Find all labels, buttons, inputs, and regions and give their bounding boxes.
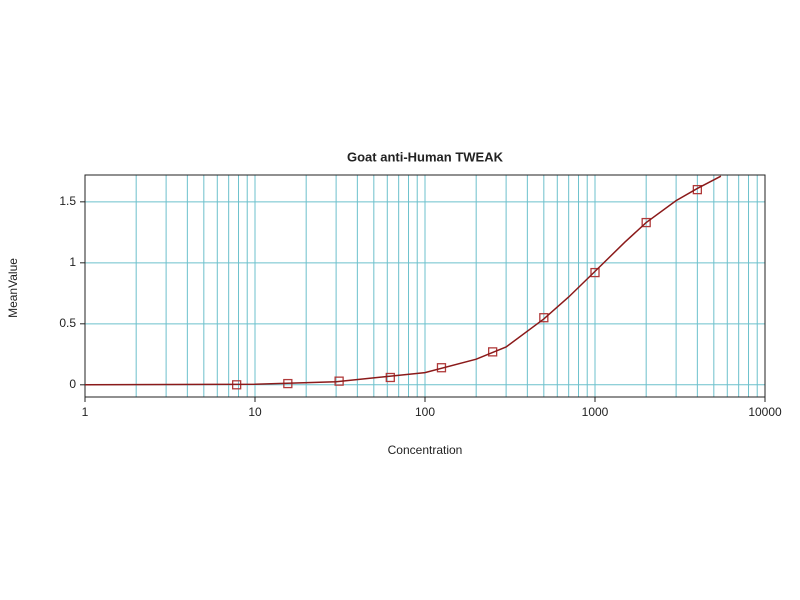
x-tick-label: 10000 [748, 405, 782, 419]
x-tick-label: 1000 [582, 405, 609, 419]
y-tick-label: 1 [69, 255, 76, 269]
y-axis-label: MeanValue [6, 258, 20, 318]
x-tick-label: 100 [415, 405, 435, 419]
fit-line [84, 175, 722, 386]
data-point [641, 217, 651, 228]
y-tick-label: 1.5 [59, 194, 76, 208]
data-point [590, 267, 600, 278]
chart-title: Goat anti-Human TWEAK [347, 149, 504, 164]
plot-frame [84, 174, 766, 398]
x-tick-label: 10 [248, 405, 262, 419]
y-tick-label: 0.5 [59, 316, 76, 330]
x-axis-label: Concentration [388, 443, 463, 457]
data-point [539, 313, 549, 323]
data-point [692, 184, 703, 195]
y-tick-label: 0 [69, 377, 76, 391]
x-tick-label: 1 [82, 405, 89, 419]
data-point [385, 372, 395, 383]
data-point [487, 347, 498, 357]
